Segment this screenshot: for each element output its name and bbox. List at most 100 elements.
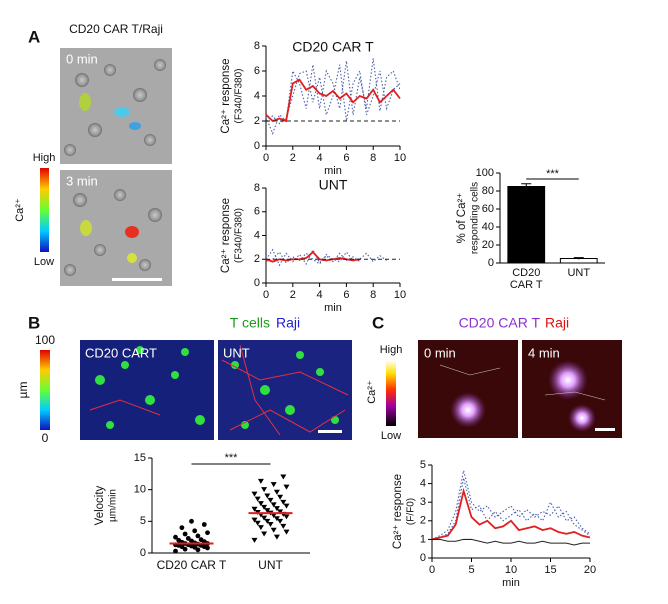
y-tick-label: 4 [254, 229, 260, 241]
line [265, 64, 401, 125]
scale-label: High [380, 344, 403, 356]
point [267, 497, 274, 503]
y-tick-label: 6 [254, 206, 260, 218]
point [270, 482, 277, 488]
x-tick-label: UNT [567, 267, 591, 279]
x-tick-label: 0 [263, 152, 269, 164]
time-label: 4 min [528, 345, 560, 360]
point [264, 518, 271, 524]
scale-bar [318, 430, 342, 433]
line [431, 470, 591, 540]
point [267, 522, 274, 527]
point [205, 530, 210, 536]
x-axis-label: min [502, 577, 520, 589]
scale-bar [595, 428, 615, 431]
point [257, 525, 264, 531]
y-axis-label: (F/F0) [406, 498, 417, 525]
y-axis-label: Ca²⁺ response [392, 474, 404, 549]
chart-title: CD20 CAR T [292, 39, 374, 55]
cells [95, 346, 339, 429]
point [185, 536, 191, 541]
point [198, 537, 204, 543]
point [251, 506, 258, 512]
scale-title: µm [16, 382, 30, 399]
time-label: 0 min [66, 51, 98, 66]
x-tick-label: 20 [584, 564, 596, 576]
x-tick-label: 2 [290, 152, 296, 164]
point [270, 513, 277, 519]
point [280, 523, 287, 529]
y-axis-label: % of Ca²⁺ [456, 193, 468, 244]
point [201, 522, 207, 527]
x-tick-label: 6 [343, 152, 349, 164]
micrograph [80, 340, 214, 440]
image-label: UNT [223, 345, 250, 360]
image-title: CD20 CAR T/Raji [69, 22, 163, 36]
point [182, 531, 188, 537]
scale-label: Low [381, 430, 401, 442]
y-tick-label: 5 [420, 459, 426, 471]
point [254, 520, 261, 526]
x-tick-label: 10 [505, 564, 517, 576]
point [280, 474, 287, 480]
y-tick-label: 80 [482, 185, 494, 197]
x-tick-label: 2 [290, 289, 296, 301]
point [173, 548, 178, 554]
panel-label: C [372, 313, 384, 332]
colorbar [40, 168, 49, 252]
x-tick-label: CD20 CAR T [157, 558, 227, 572]
image-label: CD20 CART [85, 345, 157, 360]
time-label: 0 min [424, 345, 456, 360]
point [280, 499, 287, 505]
point [257, 501, 264, 507]
x-tick-label: 8 [370, 289, 376, 301]
point [273, 489, 280, 495]
x-tick-label: 8 [370, 152, 376, 164]
scale-title: Ca²⁺ [366, 380, 378, 404]
point [261, 504, 268, 510]
x-tick-label: CD20 CAR T [509, 267, 543, 291]
y-tick-label: 1 [420, 533, 426, 545]
y-tick-label: 2 [420, 515, 426, 527]
y-tick-label: 100 [476, 167, 494, 179]
point [270, 527, 277, 533]
point [176, 537, 182, 543]
colorbar [386, 360, 396, 426]
point [273, 506, 280, 512]
scale-label: Low [34, 256, 54, 268]
scale-label: 0 [42, 431, 49, 445]
y-axis-label: (F340/F380) [234, 68, 245, 123]
point [277, 518, 284, 524]
point [251, 537, 258, 543]
x-tick-label: 4 [317, 289, 323, 301]
y-tick-label: 4 [254, 90, 260, 102]
x-tick-label: 10 [394, 152, 406, 164]
y-axis-label: Ca²⁺ response [220, 58, 232, 133]
y-tick-label: 4 [420, 478, 426, 490]
y-tick-label: 2 [254, 253, 260, 265]
point [182, 546, 188, 552]
y-tick-label: 20 [482, 239, 494, 251]
y-tick-label: 3 [420, 496, 426, 508]
significance: *** [546, 168, 560, 180]
y-tick-label: 0 [254, 140, 260, 152]
point [189, 518, 194, 524]
x-tick-label-box: CD20 CAR T [509, 267, 543, 291]
x-tick-label-box: UNT [567, 267, 591, 279]
y-tick-label: 0 [254, 277, 260, 289]
point [251, 517, 258, 523]
y-axis-label: Ca²⁺ response [220, 198, 232, 273]
legend-label: Raji [276, 315, 300, 331]
y-axis-label: Velocity [94, 485, 106, 525]
error-bar [573, 257, 584, 260]
chart-title: UNT [319, 177, 348, 193]
y-tick-label: 0 [140, 547, 146, 559]
point [283, 484, 290, 490]
line [265, 251, 387, 265]
point [283, 514, 290, 520]
point [270, 502, 277, 508]
scale-label: 100 [35, 333, 55, 347]
line [431, 487, 591, 541]
point [189, 538, 194, 544]
